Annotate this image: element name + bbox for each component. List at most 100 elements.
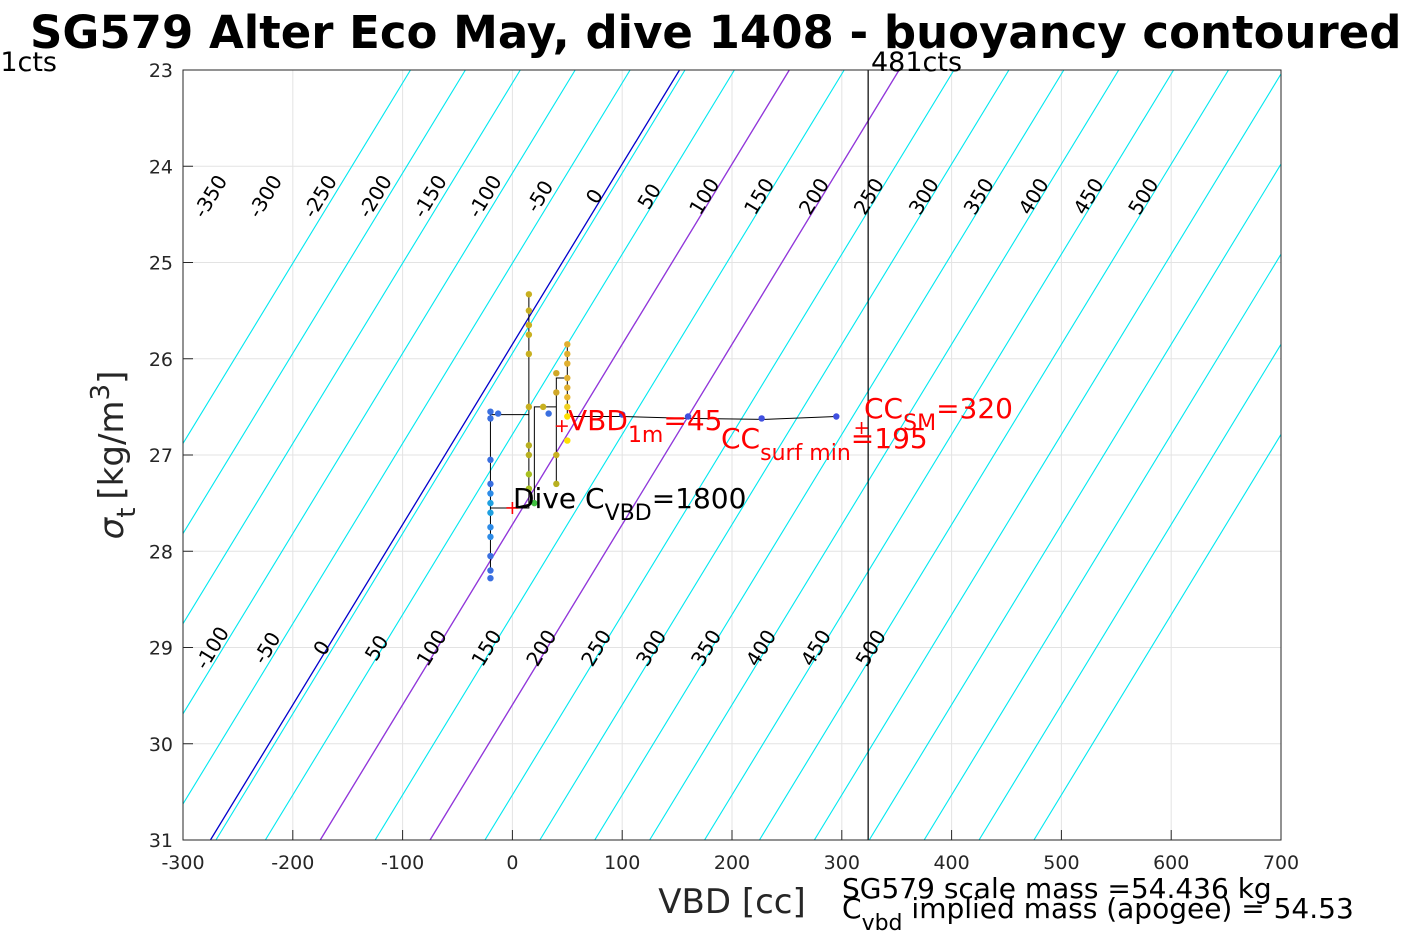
x-tick-label: 500 — [1043, 852, 1079, 874]
marker-plus — [506, 501, 519, 514]
dive-point — [564, 360, 571, 367]
y-tick-label: 28 — [149, 541, 173, 563]
x-tick-label: 700 — [1263, 852, 1299, 874]
x-tick-label: -100 — [381, 852, 424, 874]
contour-line — [264, 70, 735, 840]
contour-line — [539, 70, 1010, 840]
y-axis-symbol: σ — [92, 516, 132, 539]
x-tick-label: 400 — [933, 852, 969, 874]
y-tick-label: 27 — [149, 445, 173, 467]
dive-point — [758, 415, 765, 422]
x-tick-label: 300 — [824, 852, 860, 874]
dive-point — [525, 307, 533, 314]
contour-line — [923, 253, 1281, 840]
contour-line — [183, 70, 466, 535]
contour-line — [649, 70, 1120, 840]
cc-sm-label: CC — [864, 392, 903, 425]
dive-point — [525, 321, 533, 329]
vline-label-left: 1cts — [0, 47, 57, 78]
dive-point — [531, 499, 538, 507]
dive-point — [553, 389, 560, 396]
dive-point — [525, 451, 533, 459]
footer-cvbd-subscript: vbd — [862, 911, 903, 936]
dive-point — [525, 485, 533, 492]
marker-plus — [555, 420, 568, 433]
footer-implied-mass: Cvbd implied mass (apogee) = 54.53 — [842, 892, 1354, 936]
contour-line — [183, 70, 576, 715]
vbd-1m-annotation: VBD1m=45 — [568, 404, 722, 448]
x-tick-label: 200 — [714, 852, 750, 874]
footer-scale-mass: SG579 scale mass =54.436 kg — [842, 872, 1272, 905]
dive-point — [525, 291, 533, 298]
y-axis-unit-end: ] — [92, 371, 132, 384]
x-tick-label: 600 — [1153, 852, 1189, 874]
y-tick-label: 23 — [149, 60, 173, 82]
dive-point — [487, 408, 494, 415]
contour-line — [183, 70, 411, 445]
dive-point — [487, 575, 494, 582]
y-tick-label: 29 — [149, 638, 173, 660]
footer-implied-mass-value: implied mass (apogee) = 54.53 — [903, 892, 1354, 925]
dive-point — [487, 499, 494, 507]
dive-point — [684, 413, 692, 420]
contour-line — [374, 70, 845, 840]
dive-point — [564, 341, 571, 348]
dive-point — [545, 410, 552, 417]
contour-line — [758, 70, 1229, 840]
contour-line — [1033, 433, 1281, 840]
cc-sm-annotation: CCSM=320 — [864, 392, 1013, 436]
y-tick-label: 31 — [149, 830, 173, 852]
dive-point — [525, 331, 533, 338]
dive-point — [494, 410, 502, 417]
dive-point — [833, 413, 840, 420]
contour-line — [183, 70, 521, 625]
x-axis-label: VBD [cc] — [658, 882, 806, 922]
dive-series — [487, 291, 840, 582]
vbd-1m-subscript: 1m — [628, 423, 663, 448]
dive-point — [487, 533, 494, 541]
dive-point — [564, 374, 571, 382]
contour-line — [978, 343, 1281, 840]
dive-point — [564, 403, 571, 411]
contour-line — [813, 72, 1281, 840]
dive-point — [487, 456, 494, 464]
dive-point — [525, 442, 533, 449]
dive-point — [487, 490, 494, 497]
x-tick-label: -300 — [161, 852, 204, 874]
dive-point — [564, 413, 571, 420]
dive-point — [487, 509, 494, 516]
vbd-1m-value: =45 — [663, 404, 722, 437]
x-tick-label: 0 — [506, 852, 518, 874]
dive-point — [487, 415, 494, 422]
contour-line — [594, 70, 1065, 840]
dive-point — [487, 523, 494, 531]
axis-ticks: -300 -200 -100 0 100 200 300 400 500 600 700 23 24 25… — [149, 60, 1299, 874]
dive-point — [564, 437, 571, 444]
vbd-1m-label: VBD — [568, 404, 628, 437]
footer-cvbd-label: C — [842, 892, 862, 925]
contour-line — [704, 70, 1175, 840]
vline-label-right: 481cts — [871, 47, 962, 78]
dive-point — [487, 552, 494, 560]
dive-point — [539, 403, 547, 411]
x-tick-label: -200 — [271, 852, 314, 874]
dive-point — [553, 480, 560, 488]
y-tick-label: 25 — [149, 253, 173, 275]
contour-line — [215, 70, 686, 840]
y-axis-unit: [kg/m — [92, 400, 132, 499]
cc-surf-value: =195 — [851, 422, 928, 455]
y-tick-label: 26 — [149, 349, 173, 371]
cc-sm-subscript: SM — [903, 411, 936, 436]
dive-markers — [506, 420, 868, 514]
cc-surf-subscript: surf min — [760, 441, 851, 466]
contour-line-highlight — [429, 70, 900, 840]
contour-line — [484, 70, 955, 840]
dive-cvbd-subscript: VBD — [605, 501, 652, 526]
cc-surf-label: CC — [721, 422, 760, 455]
dive-point — [564, 384, 571, 391]
dive-point — [564, 394, 571, 401]
contour-lines — [183, 70, 1281, 840]
dive-point — [619, 411, 626, 418]
dive-point — [553, 451, 560, 459]
dive-point — [487, 480, 494, 488]
